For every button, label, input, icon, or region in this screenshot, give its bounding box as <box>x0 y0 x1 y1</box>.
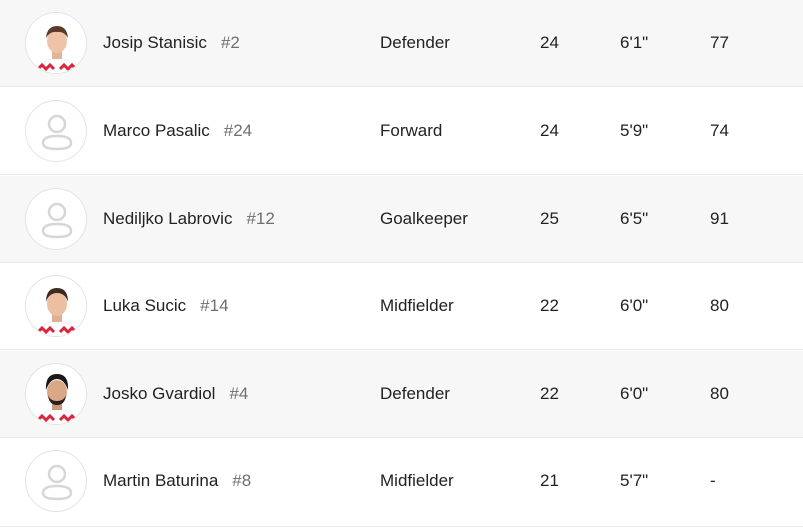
player-height: 6'0" <box>620 296 649 315</box>
player-name: Josko Gvardiol <box>103 384 216 403</box>
player-row[interactable]: Martin Baturina #8 Midfielder 21 5'7" - <box>0 438 803 527</box>
jersey-number: #14 <box>200 296 229 315</box>
player-row[interactable]: Nediljko Labrovic #12 Goalkeeper 25 6'5" … <box>0 176 803 263</box>
player-position: Defender <box>380 33 450 52</box>
player-height: 6'5" <box>620 209 649 228</box>
avatar-placeholder-icon <box>25 450 87 512</box>
player-age: 25 <box>540 209 559 228</box>
player-position: Midfielder <box>380 471 454 490</box>
player-position: Forward <box>380 121 443 140</box>
player-name-cell: Josko Gvardiol #4 <box>103 384 248 404</box>
player-height: 6'1" <box>620 33 649 52</box>
jersey-number: #4 <box>229 384 249 403</box>
player-name: Nediljko Labrovic <box>103 209 233 228</box>
player-age: 22 <box>540 384 559 403</box>
player-rating: 80 <box>710 296 729 315</box>
avatar-placeholder-icon <box>25 188 87 250</box>
player-position: Goalkeeper <box>380 209 468 228</box>
player-age: 24 <box>540 121 559 140</box>
avatar-placeholder-icon <box>25 100 87 162</box>
player-name: Marco Pasalic <box>103 121 210 140</box>
player-name-cell: Josip Stanisic #2 <box>103 33 240 53</box>
player-name-cell: Martin Baturina #8 <box>103 471 251 491</box>
player-photo <box>25 363 87 425</box>
player-row[interactable]: Josko Gvardiol #4 Defender 22 6'0" 80 <box>0 351 803 438</box>
player-position: Defender <box>380 384 450 403</box>
player-age: 22 <box>540 296 559 315</box>
player-age: 21 <box>540 471 559 490</box>
player-position: Midfielder <box>380 296 454 315</box>
player-photo <box>25 12 87 74</box>
player-name: Martin Baturina <box>103 471 219 490</box>
player-height: 5'7" <box>620 471 649 490</box>
player-name: Luka Sucic <box>103 296 187 315</box>
player-height: 6'0" <box>620 384 649 403</box>
player-photo <box>25 275 87 337</box>
player-height: 5'9" <box>620 121 649 140</box>
player-rating: 74 <box>710 121 729 140</box>
jersey-number: #24 <box>223 121 253 140</box>
player-row[interactable]: Josip Stanisic #2 Defender 24 6'1" 77 <box>0 0 803 87</box>
player-name-cell: Marco Pasalic #24 <box>103 121 252 141</box>
jersey-number: #8 <box>232 471 252 490</box>
player-rating: - <box>710 471 716 490</box>
player-rating: 80 <box>710 384 729 403</box>
player-name-cell: Nediljko Labrovic #12 <box>103 209 275 229</box>
player-rating: 91 <box>710 209 729 228</box>
player-age: 24 <box>540 33 559 52</box>
player-row[interactable]: Luka Sucic #14 Midfielder 22 6'0" 80 <box>0 263 803 350</box>
player-row[interactable]: Marco Pasalic #24 Forward 24 5'9" 74 <box>0 88 803 175</box>
player-rating: 77 <box>710 33 729 52</box>
player-name-cell: Luka Sucic #14 <box>103 296 229 316</box>
jersey-number: #12 <box>246 209 275 228</box>
player-name: Josip Stanisic <box>103 33 207 52</box>
jersey-number: #2 <box>220 33 240 52</box>
